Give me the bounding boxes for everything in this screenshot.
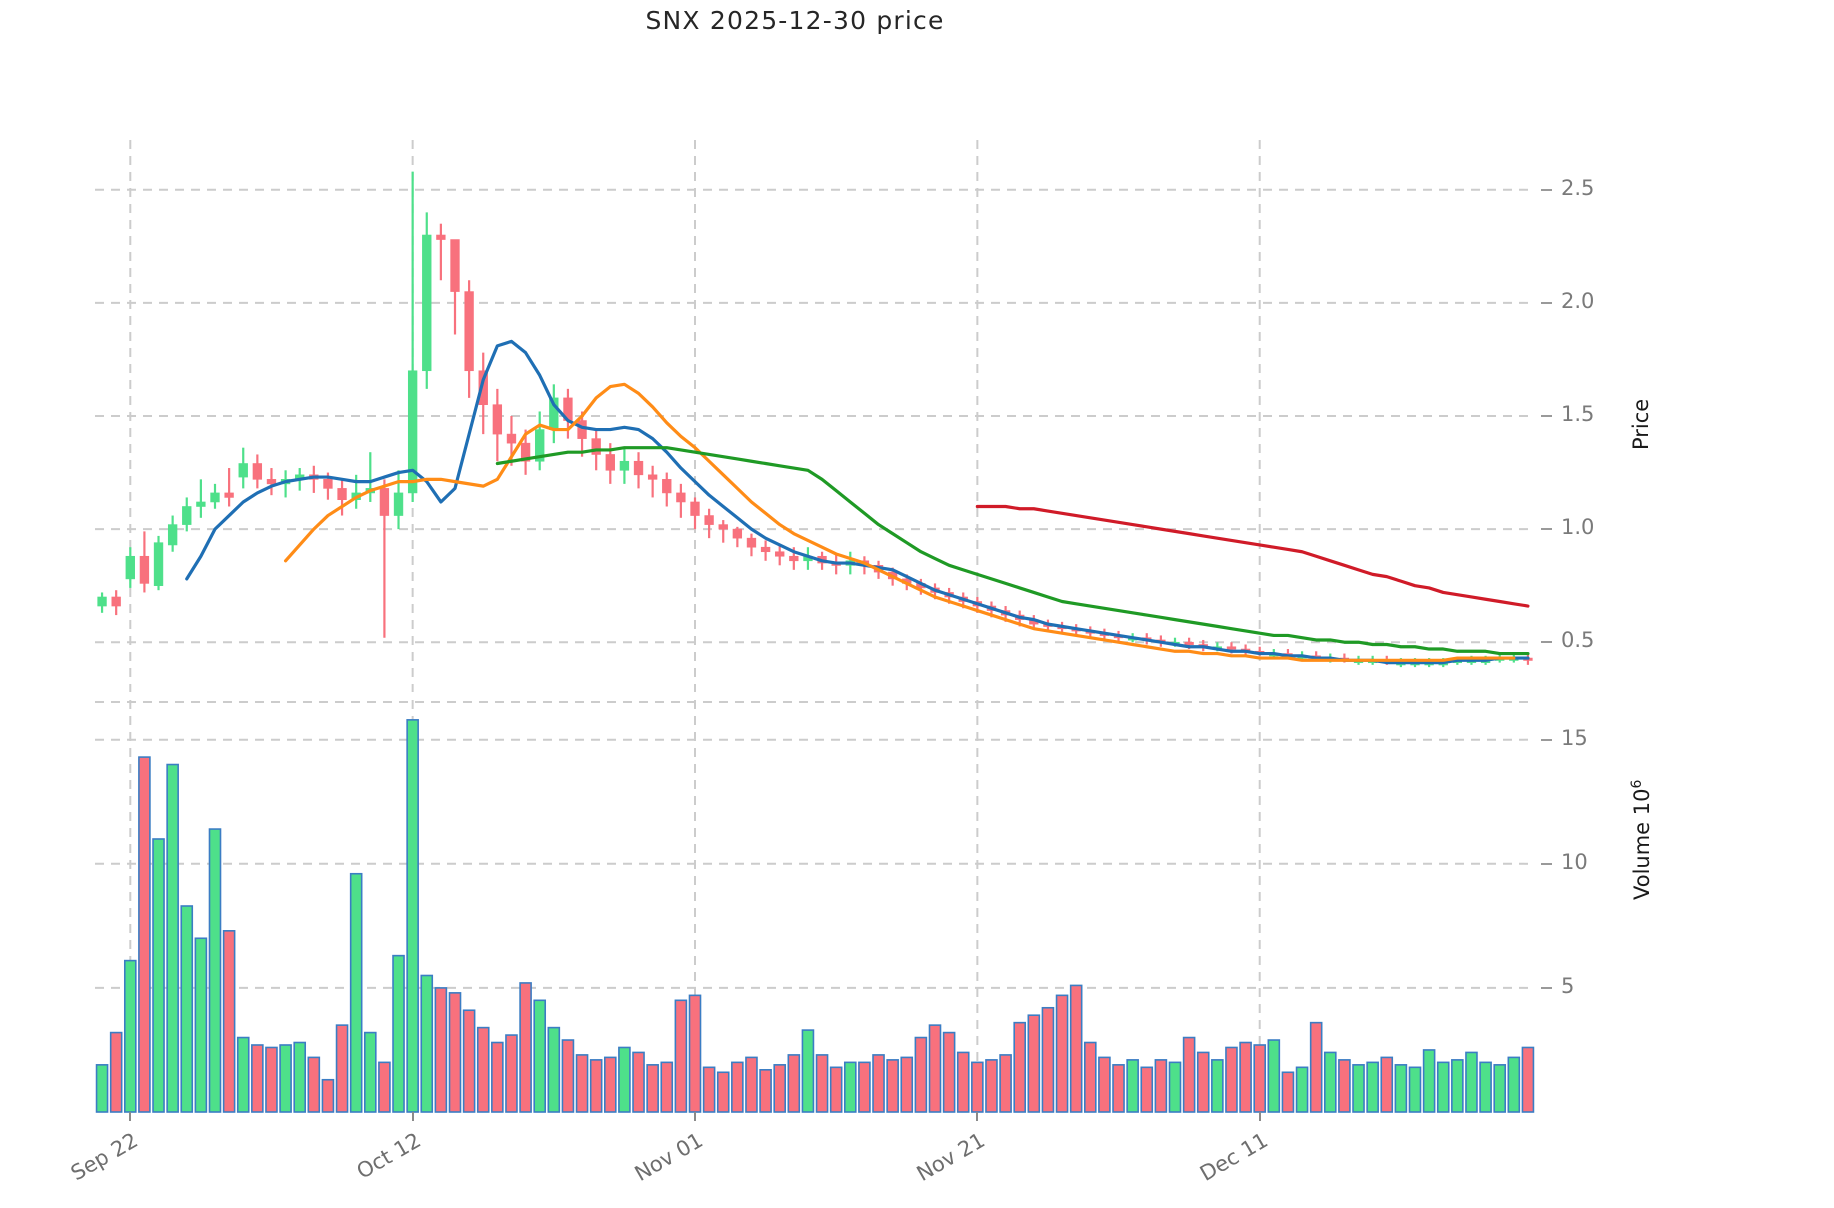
- price-tick-0: 2.5: [1561, 175, 1595, 200]
- price-tick-2-mark: [1541, 415, 1552, 417]
- price-tick-2: 1.5: [1561, 402, 1595, 426]
- x-tick-label-3: Nov 21: [912, 1128, 990, 1186]
- x-tick-mark-3: [976, 1112, 979, 1121]
- price-axis-title: Price: [1629, 398, 1653, 450]
- volume-tick-1: 10: [1561, 849, 1588, 874]
- volume-panel: [95, 700, 1535, 1113]
- x-tick-mark-1: [411, 1112, 414, 1121]
- chart-title: SNX 2025-12-30 price: [645, 6, 945, 35]
- x-tick-label-4: Dec 11: [1195, 1128, 1272, 1186]
- volume-axis-title-exponent: 6: [1629, 779, 1645, 789]
- price-tick-1: 2.0: [1561, 288, 1595, 313]
- volume-axis-title-text: Volume 10: [1630, 788, 1654, 900]
- x-tick-mark-4: [1258, 1112, 1261, 1121]
- volume-axis-title: Volume 106: [1629, 780, 1654, 900]
- x-tick-mark-2: [694, 1112, 696, 1121]
- price-tick-3-mark: [1541, 528, 1552, 531]
- volume-tick-0-mark: [1541, 738, 1552, 741]
- x-tick-label-0: Sep 22: [67, 1128, 143, 1186]
- x-tick-mark-0: [129, 1112, 132, 1121]
- volume-tick-2-mark: [1541, 986, 1552, 989]
- price-plot: [95, 140, 1535, 692]
- volume-plot: [95, 700, 1535, 1113]
- volume-tick-1-mark: [1541, 862, 1552, 865]
- price-tick-4: 0.5: [1561, 628, 1595, 653]
- price-tick-0-mark: [1541, 188, 1552, 191]
- price-panel: [95, 140, 1535, 692]
- volume-tick-0: 15: [1561, 725, 1588, 750]
- price-tick-1-mark: [1541, 301, 1552, 304]
- price-tick-3: 1.0: [1561, 515, 1595, 540]
- x-tick-label-2: Nov 01: [630, 1128, 707, 1186]
- price-tick-4-mark: [1541, 641, 1552, 644]
- volume-tick-2: 5: [1561, 973, 1575, 998]
- x-tick-label-1: Oct 12: [352, 1128, 425, 1184]
